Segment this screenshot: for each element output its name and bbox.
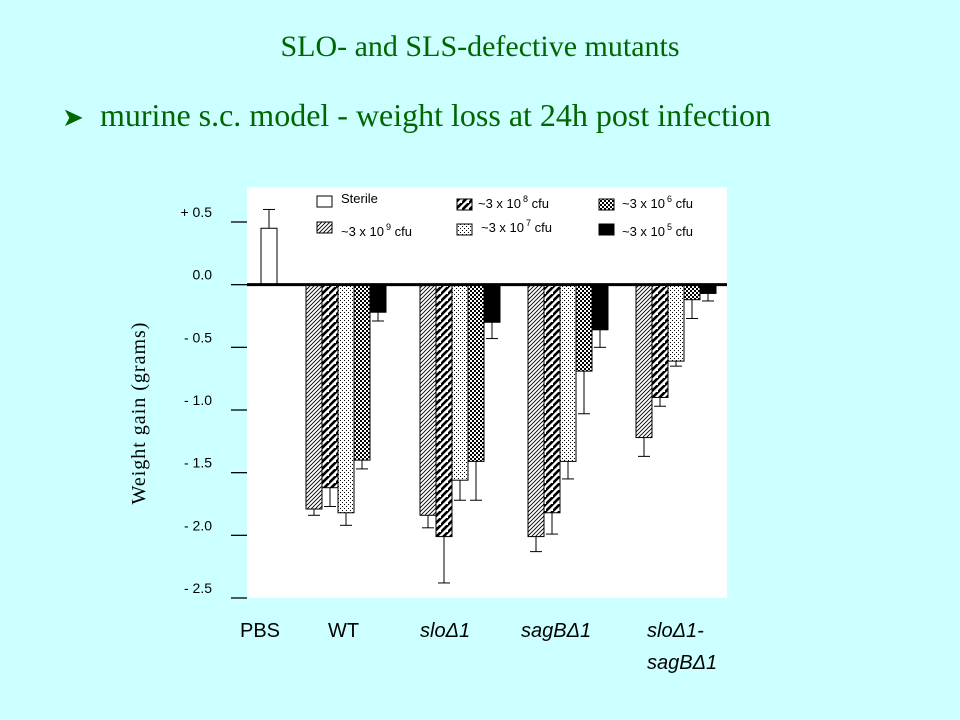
bar	[435, 284, 453, 538]
bar	[667, 284, 685, 362]
bar	[353, 284, 371, 461]
bar	[527, 284, 545, 538]
bar	[337, 284, 355, 514]
bar	[369, 284, 387, 313]
legend-swatch	[316, 221, 333, 234]
legend-label: ~3 x 10 8 cfu	[478, 194, 549, 211]
legend-label: ~3 x 10 5 cfu	[622, 222, 693, 239]
bar	[321, 284, 339, 489]
y-tick-label: + 0.5	[180, 204, 212, 220]
bar	[543, 284, 561, 514]
legend-label: ~3 x 10 6 cfu	[622, 194, 693, 211]
bar	[651, 284, 669, 398]
y-tick-label: - 2.0	[184, 517, 212, 533]
legend-label: Sterile	[341, 191, 378, 206]
bar	[467, 284, 485, 462]
bar	[575, 284, 593, 372]
slide-title: SLO- and SLS-defective mutants	[280, 30, 680, 63]
legend-swatch	[598, 223, 615, 236]
bullet-point: ➤ murine s.c. model - weight loss at 24h …	[62, 97, 771, 134]
category-label: PBS	[240, 620, 280, 642]
category-label: sloΔ1-	[647, 620, 704, 642]
bullet-text: murine s.c. model - weight loss at 24h p…	[100, 97, 771, 133]
y-axis-label: Weight gain (grams)	[128, 322, 150, 505]
bar	[451, 284, 469, 481]
y-tick-label: - 1.0	[184, 392, 212, 408]
bar	[260, 227, 278, 286]
y-tick-label: - 0.5	[184, 329, 212, 345]
bar	[591, 284, 609, 331]
y-tick-label: - 1.5	[184, 455, 212, 471]
bar	[419, 284, 437, 516]
category-label: sagBΔ1	[647, 652, 717, 674]
legend-swatch	[316, 195, 333, 208]
bar	[683, 284, 701, 301]
y-tick-label: 0.0	[193, 267, 213, 283]
bar	[559, 284, 577, 462]
legend-swatch	[456, 198, 473, 211]
legend-swatch	[456, 223, 473, 236]
bar	[483, 284, 501, 323]
legend-swatch	[598, 198, 615, 211]
legend-label: ~3 x 10 9 cfu	[341, 222, 412, 239]
y-tick-label: - 2.5	[184, 580, 212, 596]
category-label: WT	[328, 620, 359, 642]
legend-label: ~3 x 10 7 cfu	[481, 218, 552, 235]
category-label: sloΔ1	[420, 620, 470, 642]
bar	[305, 284, 323, 510]
bar	[635, 284, 653, 439]
category-label: sagBΔ1	[521, 620, 591, 642]
arrowhead-bullet-icon: ➤	[62, 103, 84, 133]
